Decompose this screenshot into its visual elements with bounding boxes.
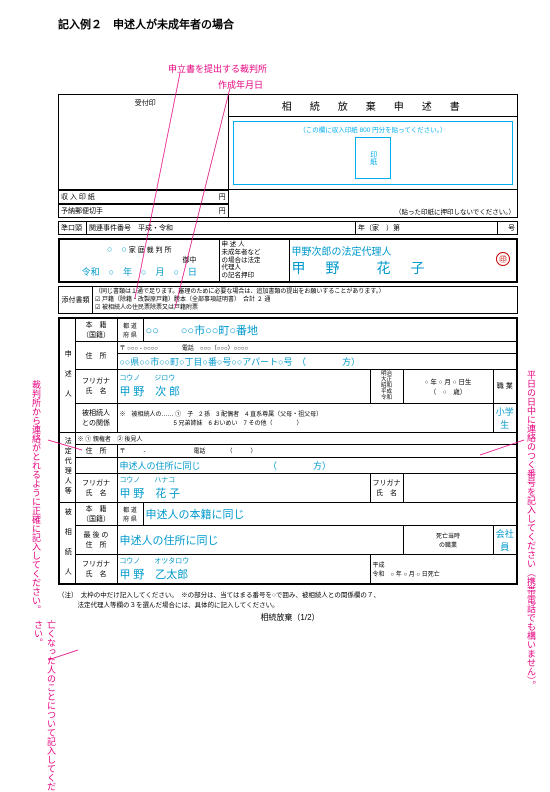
dec-hon-hw: 申述人の本籍に同じ <box>143 502 517 525</box>
hw-name: 甲 野 花 子 <box>292 258 515 278</box>
dec-last-label: 最 後 の 住 所 <box>75 525 117 554</box>
attach-label: 添付書類 <box>59 286 93 313</box>
job-hw: 小学生 <box>493 403 517 432</box>
hon-label: 本 籍 （国籍） <box>75 318 117 342</box>
addr-top: 〒 ○○○ - ○○○○ 電話 ○○○（○○○）○○○○ <box>117 342 517 354</box>
doc-title: 相 続 放 棄 申 述 書 <box>229 95 517 117</box>
rel-body: ※ 被相続人の…… ① 子 2 孫 3 配偶者 4 直系尊属（父母・祖父母） 5… <box>117 403 493 432</box>
note-right: 平日の日中に連絡のつく番号を記入してください（携帯電話でも構いません）。 <box>525 370 538 690</box>
court-l1: 家 庭 裁 判 所 <box>129 247 172 254</box>
agent-row1: ※ ① 親権者 ② 後見人 <box>75 432 517 444</box>
era-col: 明治 大正 昭和 平成 令和 <box>370 370 403 403</box>
agent-addr-hw: 申述人の住所に同じ （ 方） <box>117 457 517 473</box>
agent-side: 法定代理人等 <box>59 432 75 502</box>
court-l2: 御中 <box>62 255 217 265</box>
dec-hon-pref: 都 道 府 県 <box>117 502 143 525</box>
dec-hon-label: 本 籍 （国籍） <box>75 502 117 525</box>
hon-hw: ○○ ○○市○○町○番地 <box>143 318 517 342</box>
case-b: 関連事件番号 平成・令和 <box>87 222 356 235</box>
stamp-box: 印紙 <box>355 137 391 179</box>
job-label: 職 業 <box>493 370 517 403</box>
agent-addr-label: 住 所 <box>75 444 117 457</box>
dec-furi: コウノ オツタロウ <box>120 556 368 566</box>
dec-death: 平成 令和 ○ 年 ○ 月 ○ 日死亡 <box>370 554 517 584</box>
case-a: 準口頭 <box>59 222 87 235</box>
hon-pref: 都 道 府 県 <box>117 318 143 342</box>
note-court: 申立書を提出する裁判所 <box>168 62 267 75</box>
rel-label: 被相続人 との関係 <box>75 403 117 432</box>
deceased-side: 被 相 続 人 <box>59 502 75 584</box>
agent-furi2-label: フリガナ 氏 名 <box>370 473 403 502</box>
stamp-note: （この欄に収入印紙 800 円分を貼ってください。） <box>236 124 510 134</box>
no-stamp-note: （貼った印紙に押印しないでください。） <box>228 190 517 218</box>
attach-text: （同じ書類は１通で足ります。審理のために必要な場合は、追加書類の提出をお願いする… <box>93 286 518 313</box>
stamp-fee-label: 収 入 印 紙 <box>59 191 160 204</box>
agent-furi: コウノ ハナコ <box>120 475 368 485</box>
dec-name: 甲 野 乙太郎 <box>120 566 368 582</box>
furi-hw: コウノ ジロウ <box>120 373 368 383</box>
dec-job-label: 死亡当時 の職業 <box>403 525 493 554</box>
agent-name: 甲 野 花 子 <box>120 485 368 501</box>
yen1: 円 <box>160 191 227 204</box>
furi-label: フリガナ 氏 名 <box>75 370 117 403</box>
dec-furi-label: フリガナ 氏 名 <box>75 554 117 584</box>
court-date: 令和 ○ 年 ○ 月 ○ 日 <box>62 265 217 278</box>
page-title: 記入例２ 申述人が未成年者の場合 <box>58 16 522 32</box>
page-number: 相続放棄（1/2） <box>58 612 522 623</box>
dec-last-hw: 申述人の住所に同じ <box>117 525 403 554</box>
agent-addr-top: 〒 - 電話 （ ） <box>117 444 517 457</box>
footer-note: （注） 太枠の中だけ記入してください。 ※の部分は、当てはまる番号を○で囲み、被… <box>58 589 522 609</box>
name-hw: 甲 野 次 郎 <box>120 383 368 399</box>
agent-furi-label: フリガナ 氏 名 <box>75 473 117 502</box>
note-left1: 裁判所から連絡がとれるように正確に記入してください。 <box>30 380 43 614</box>
case-c: 年（家 ）第 <box>355 222 497 235</box>
addr-hw: ○○県○○市○○町○丁目○番○号○○アパート○号 （ 方） <box>117 354 517 370</box>
note-left2: 亡くなった人のことについて記入してください。 <box>32 620 58 792</box>
seal-icon: ㊞ <box>496 252 510 266</box>
dec-job-hw: 会社員 <box>493 525 517 554</box>
signer-label: 申 述 人 未成年者など の場合は法定 代理人 の記名押印 <box>219 239 289 282</box>
receipt-label: 受付印 <box>61 98 230 108</box>
birth: ○ 年 ○ 月 ○ 日生 （ ○ 歳） <box>403 370 493 403</box>
applicant-side: 申 述 人 <box>59 318 75 432</box>
note-date: 作成年月日 <box>218 78 263 91</box>
addr-label: 住 所 <box>75 342 117 370</box>
case-d: 号 <box>498 222 518 235</box>
yen2: 円 <box>160 205 227 218</box>
post-fee-label: 予納郵便切手 <box>59 205 160 218</box>
hw-dairi: 甲野次郎の法定代理人 <box>292 243 515 258</box>
